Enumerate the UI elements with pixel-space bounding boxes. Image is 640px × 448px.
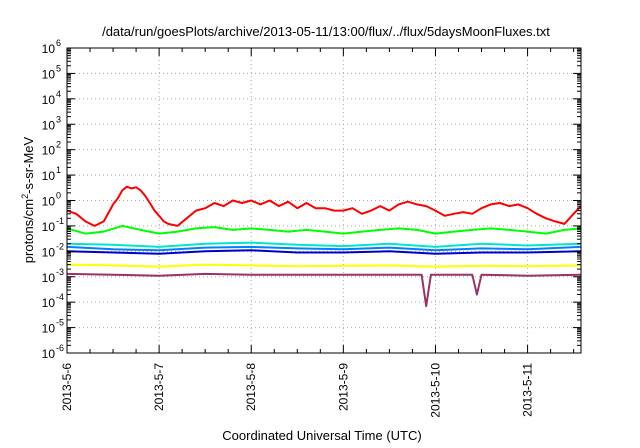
grid-lines [67,48,581,353]
y-tick-exponent: 1 [56,165,61,175]
series-layer [66,185,582,308]
series-line-2 [66,224,582,235]
x-tick-label: 2013-5-10 [428,363,442,418]
y-tick-exponent: -5 [56,318,64,328]
x-tick-labels: 2013-5-6 2013-5-7 2013-5-8 2013-5-9 2013-5-1… [60,363,535,418]
y-axis-label-main: protons/cm [21,199,36,263]
series-line-1 [66,185,582,227]
y-tick-exponent: -6 [56,343,64,353]
x-tick-label: 2013-5-6 [60,363,74,411]
y-tick-label: 10 [42,195,56,209]
x-axis-label: Coordinated Universal Time (UTC) [222,428,421,443]
y-tick-exponent: -1 [56,216,64,226]
y-axis-label-rest: -s-sr-MeV [21,136,36,193]
y-tick-exponent: 5 [56,63,61,73]
y-tick-label: 10 [42,118,56,132]
series-line-7 [66,272,582,308]
y-tick-exponent: 4 [56,89,61,99]
y-tick-exponent: -2 [56,241,64,251]
series-line-3 [66,241,582,248]
y-tick-exponent: 2 [56,140,61,150]
x-tick-label: 2013-5-9 [336,363,350,411]
series-line-4 [66,245,582,252]
y-tick-labels: 10 -610 -510 -410 -310 -210 -110 010 110 210 310 41… [42,38,64,361]
x-tick-label: 2013-5-11 [521,363,535,417]
y-tick-exponent: -3 [56,267,64,277]
y-tick-label: 10 [42,245,56,259]
x-tick-label: 2013-5-8 [244,363,258,411]
y-tick-label: 10 [42,347,56,361]
x-tick-label: 2013-5-7 [152,363,166,411]
y-axis-label-sup: 2 [20,194,30,199]
y-tick-exponent: 0 [56,191,61,201]
y-tick-exponent: 3 [56,114,61,124]
y-axis-label: protons/cm2-s-sr-MeV [20,136,36,263]
y-tick-label: 10 [42,220,56,234]
y-tick-exponent: -4 [56,292,64,302]
y-tick-label: 10 [42,67,56,81]
y-tick-label: 10 [42,93,56,107]
y-tick-exponent: 6 [56,38,61,48]
series-line-5 [66,249,582,255]
y-tick-label: 10 [42,144,56,158]
chart-title: /data/run/goesPlots/archive/2013-05-11/1… [102,24,550,39]
y-tick-label: 10 [42,271,56,285]
y-tick-label: 10 [42,296,56,310]
y-tick-label: 10 [42,169,56,183]
y-tick-label: 10 [42,322,56,336]
series-line-6 [66,263,582,268]
axis-ticks [66,47,581,354]
y-tick-label: 10 [42,42,56,56]
